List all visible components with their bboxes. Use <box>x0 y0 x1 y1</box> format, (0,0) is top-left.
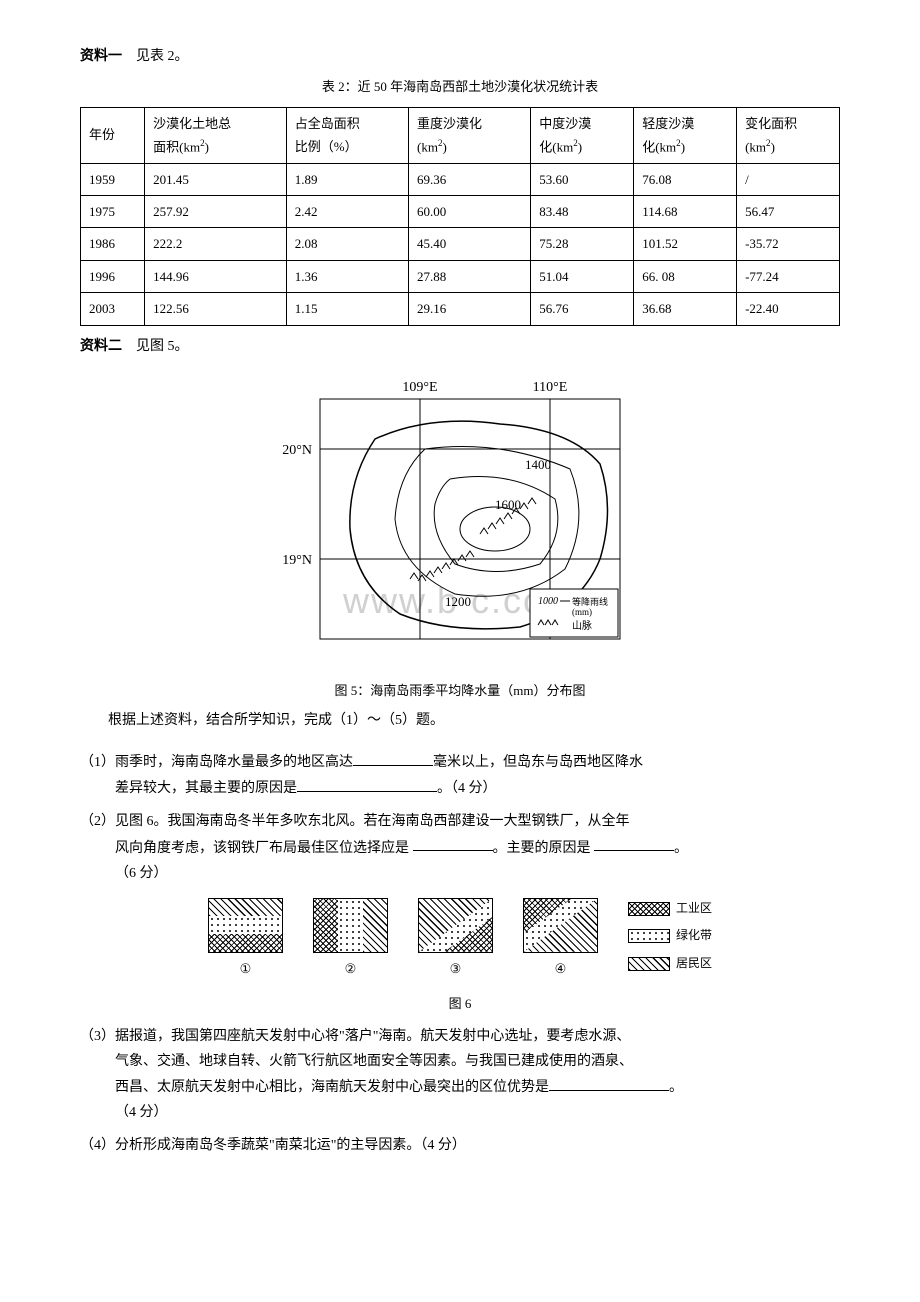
fig5-caption: 图 5：海南岛雨季平均降水量（mm）分布图 <box>80 679 840 702</box>
svg-text:(mm): (mm) <box>572 607 592 617</box>
question-3: （3）据报道，我国第四座航天发射中心将"落户"海南。航天发射中心选址，要考虑水源… <box>80 1024 840 1126</box>
table-header-row: 年份 沙漠化土地总面积(km2) 占全岛面积比例（%） 重度沙漠化(km2) 中… <box>81 107 840 163</box>
pattern-4: ④ <box>523 898 598 980</box>
contour-1200: 1200 <box>445 594 471 609</box>
blank-q2a[interactable] <box>413 835 493 852</box>
th-mid: 中度沙漠化(km2) <box>531 107 634 163</box>
table-row: 1986222.22.0845.4075.28101.52-35.72 <box>81 228 840 260</box>
mountain-icon <box>410 498 536 581</box>
intro-text: 根据上述资料，结合所学知识，完成（1）～（5）题。 <box>80 708 840 733</box>
th-year: 年份 <box>81 107 145 163</box>
pattern-1: ① <box>208 898 283 980</box>
table-body: 1959201.451.8969.3653.6076.08/ 1975257.9… <box>81 163 840 325</box>
th-light: 轻度沙漠化(km2) <box>634 107 737 163</box>
pattern-legend: 工业区 绿化带 居民区 <box>628 898 712 975</box>
blank-q3[interactable] <box>549 1074 669 1091</box>
pattern-3: ③ <box>418 898 493 980</box>
lon-label-1: 109°E <box>402 380 437 395</box>
legend-residential-icon <box>628 957 670 971</box>
blank-q1a[interactable] <box>353 749 433 766</box>
material1-text: 见表 2。 <box>136 49 189 64</box>
contour-1400: 1400 <box>525 457 551 472</box>
pattern-2: ② <box>313 898 388 980</box>
questions-block: （1）雨季时，海南岛降水量最多的地区高达毫米以上，但岛东与岛西地区降水 差异较大… <box>80 749 840 1158</box>
material2-label: 资料二 <box>80 339 122 354</box>
map-svg: 109°E 110°E 20°N 19°N 1400 1600 1200 100… <box>270 369 650 669</box>
table-caption: 表 2：近 50 年海南岛西部土地沙漠化状况统计表 <box>80 75 840 98</box>
table-row: 2003122.561.1529.1656.7636.68-22.40 <box>81 293 840 325</box>
table-row: 1975257.922.4260.0083.48114.6856.47 <box>81 196 840 228</box>
lat-label-1: 20°N <box>282 443 312 458</box>
legend-contour-text: 等降雨线 <box>572 596 608 607</box>
table-row: 1996144.961.3627.8851.0466. 08-77.24 <box>81 260 840 292</box>
th-total: 沙漠化土地总面积(km2) <box>145 107 287 163</box>
lon-label-2: 110°E <box>533 380 568 395</box>
question-4: （4）分析形成海南岛冬季蔬菜"南菜北运"的主导因素。（4 分） <box>80 1133 840 1158</box>
th-heavy: 重度沙漠化(km2) <box>409 107 531 163</box>
lat-label-2: 19°N <box>282 553 312 568</box>
legend-green-icon <box>628 929 670 943</box>
th-pct: 占全岛面积比例（%） <box>286 107 408 163</box>
material1-label: 资料一 <box>80 49 122 64</box>
blank-q2b[interactable] <box>594 835 674 852</box>
legend-mountain-text: 山脉 <box>572 619 592 632</box>
material2-text: 见图 5。 <box>136 339 189 354</box>
svg-text:1000: 1000 <box>538 596 558 607</box>
th-change: 变化面积(km2) <box>737 107 840 163</box>
question-2: （2）见图 6。我国海南岛冬半年多吹东北风。若在海南岛西部建设一大型钢铁厂，从全… <box>80 809 840 885</box>
table-row: 1959201.451.8969.3653.6076.08/ <box>81 163 840 195</box>
fig6-caption: 图 6 <box>80 992 840 1015</box>
hainan-map: www.b c.com 109°E 110°E 20°N 19°N 1400 1… <box>270 369 650 669</box>
pattern-diagrams: ① ② ③ ④ <box>80 898 840 980</box>
material2-heading: 资料二 见图 5。 <box>80 334 840 359</box>
blank-q1b[interactable] <box>297 775 437 792</box>
legend-industry-icon <box>628 902 670 916</box>
desertification-table: 年份 沙漠化土地总面积(km2) 占全岛面积比例（%） 重度沙漠化(km2) 中… <box>80 107 840 326</box>
question-1: （1）雨季时，海南岛降水量最多的地区高达毫米以上，但岛东与岛西地区降水 差异较大… <box>80 749 840 801</box>
material1-heading: 资料一 见表 2。 <box>80 44 840 69</box>
